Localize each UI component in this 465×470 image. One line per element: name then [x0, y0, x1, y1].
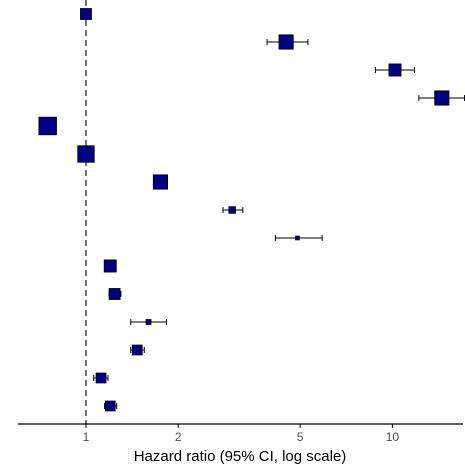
x-tick-label: 5: [297, 430, 304, 444]
estimate-row: [104, 400, 118, 412]
estimate-row: [222, 206, 244, 214]
estimate-row: [80, 8, 92, 20]
estimate-row: [418, 90, 465, 106]
x-axis: 1 2 5 10: [18, 423, 463, 444]
estimate-row: [130, 344, 145, 356]
estimate-row: [266, 34, 309, 50]
hr-marker: [388, 63, 402, 77]
estimate-row: [93, 372, 109, 384]
hr-marker: [103, 259, 117, 273]
estimate-row: [77, 145, 95, 163]
hr-marker: [278, 34, 294, 50]
x-tick-label: 10: [386, 430, 400, 444]
x-tick-label: 2: [175, 430, 182, 444]
estimate-row: [103, 259, 117, 273]
estimate-row: [108, 288, 122, 300]
estimate-row: [152, 174, 168, 190]
estimates-group: [38, 8, 465, 412]
hr-marker: [104, 400, 116, 412]
estimate-row: [374, 63, 415, 77]
hr-marker: [131, 344, 143, 356]
hr-marker: [77, 145, 95, 163]
estimate-row: [274, 235, 323, 241]
hr-marker: [38, 116, 57, 136]
hr-marker: [295, 235, 300, 241]
hr-marker: [434, 90, 450, 106]
estimate-row: [130, 319, 167, 325]
hr-marker: [152, 174, 168, 190]
hr-marker: [145, 319, 152, 325]
x-axis-title: Hazard ratio (95% CI, log scale): [134, 448, 347, 465]
estimate-row: [38, 116, 57, 136]
hr-marker: [80, 8, 92, 20]
hr-marker: [228, 206, 236, 214]
hr-marker: [95, 372, 107, 384]
hr-marker: [108, 288, 121, 300]
x-tick-label: 1: [83, 430, 90, 444]
